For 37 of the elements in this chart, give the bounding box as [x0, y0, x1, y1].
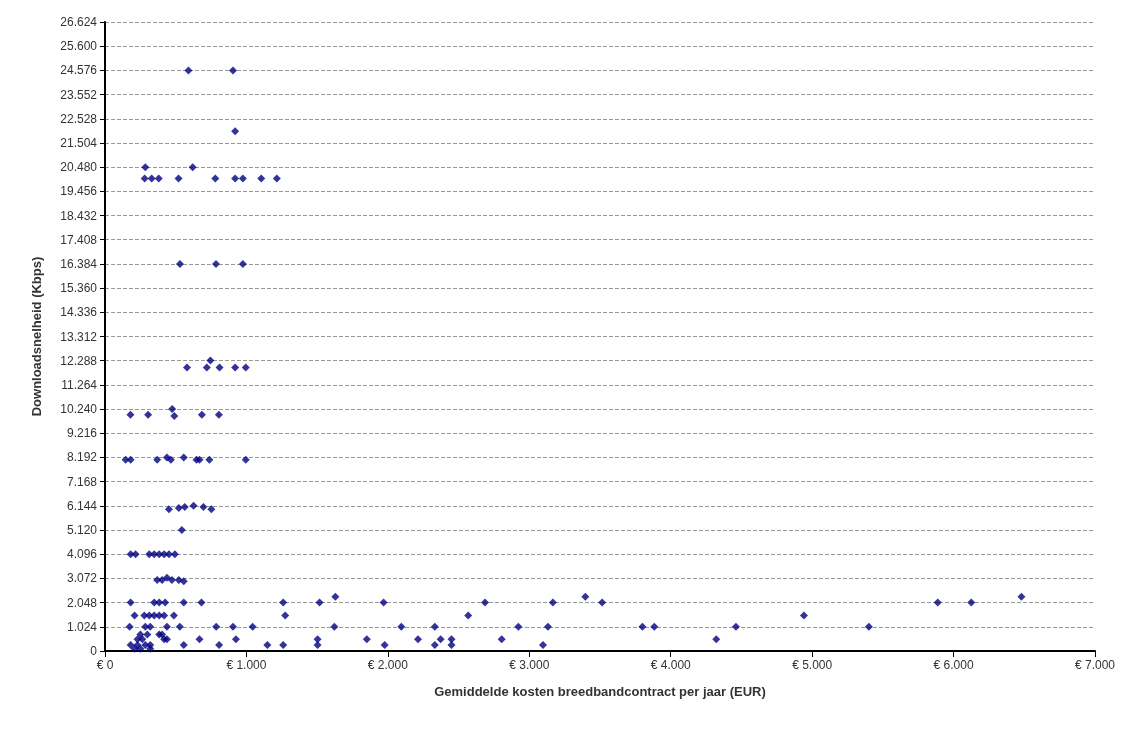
y-tick-label: 16.384: [60, 256, 98, 271]
y-tick-label: 21.504: [60, 135, 98, 150]
x-tick-label: € 5.000: [792, 658, 833, 672]
y-tick-label: 8.192: [66, 450, 98, 465]
y-tick-label: 9.216: [66, 426, 98, 441]
x-axis-title: Gemiddelde kosten breedbandcontract per jaar (EUR): [434, 684, 766, 699]
y-tick-label: 26.624: [60, 15, 98, 29]
y-tick-label: 13.312: [60, 329, 98, 344]
y-tick-label: 1.024: [66, 619, 98, 634]
y-tick-label: 14.336: [60, 305, 98, 320]
y-tick-label: 22.528: [60, 111, 98, 126]
y-tick-label: 4.096: [66, 547, 98, 562]
x-tick-label: € 6.000: [933, 658, 974, 672]
x-tick-label: € 2.000: [367, 658, 409, 672]
y-tick-label: 0: [90, 644, 98, 658]
x-tick-label: € 0: [96, 658, 114, 672]
x-tick-label: € 7.000: [1074, 658, 1116, 672]
y-tick-label: 15.360: [60, 281, 98, 296]
y-tick-label: 10.240: [60, 402, 98, 417]
y-tick-label: 3.072: [66, 571, 98, 586]
y-axis-title: Downloadsnelheid (Kbps): [29, 256, 44, 417]
y-tick-label: 18.432: [60, 208, 98, 223]
y-tick-label: 23.552: [60, 87, 98, 102]
y-tick-label: 11.264: [61, 377, 98, 392]
y-tick-label: 7.168: [66, 474, 98, 489]
x-tick-label: € 3.000: [509, 658, 550, 672]
y-tick-label: 6.144: [66, 498, 98, 513]
y-tick-label: 5.120: [66, 523, 98, 538]
y-tick-label: 24.576: [60, 63, 98, 78]
y-tick-label: 17.408: [60, 232, 98, 247]
x-tick-label: € 1.000: [226, 658, 267, 672]
y-tick-label: 25.600: [60, 39, 98, 54]
y-tick-label: 2.048: [66, 595, 98, 610]
x-tick-label: € 4.000: [650, 658, 692, 672]
y-tick-label: 19.456: [60, 184, 98, 199]
y-tick-label: 20.480: [60, 160, 98, 175]
y-tick-label: 12.288: [60, 353, 98, 368]
